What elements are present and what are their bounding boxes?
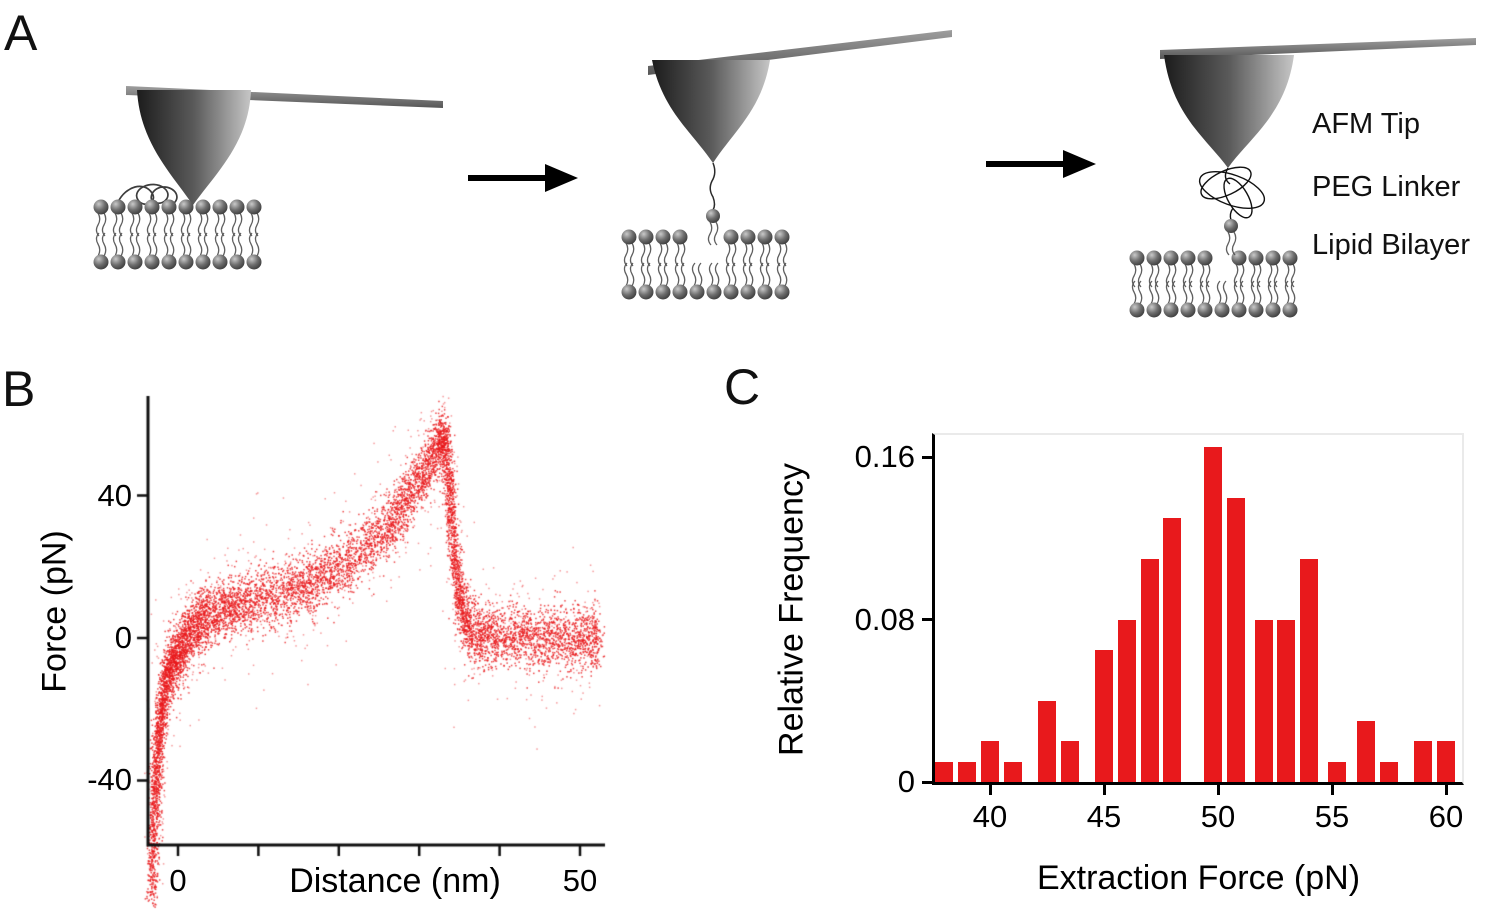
histogram-bar [1414,741,1433,782]
extracted-lipid-graphic [1224,219,1238,256]
extraction-force-xtick-label: 55 [1314,799,1350,834]
relative-frequency-ytick-label: 0.08 [854,601,915,637]
extraction-force-chart: Relative Frequency Extraction Force (pN)… [745,372,1489,913]
histogram-bar [1095,650,1113,782]
tether-graphic [709,162,716,211]
histogram-bar [1254,620,1273,782]
x-tick-mark [1330,785,1334,795]
histogram-bar [1380,762,1398,782]
x-tick-mark [988,785,992,795]
force-distance-plot [30,372,650,913]
distance-xtick-label: 0 [169,863,187,898]
afm-tip-cone [652,60,770,163]
extraction-force-xtick-label: 40 [972,799,1008,834]
peg-tangle-graphic [1198,166,1266,221]
force-ytick-label: -40 [87,762,132,798]
histogram-bar [1003,762,1022,782]
lipid-bilayer-graphic [93,199,262,270]
x-tick-mark [1216,785,1220,795]
afm-schematic-contact [117,86,443,205]
afm-schematic-pulling [648,30,952,211]
lipid-bilayer-graphic [621,229,790,300]
peg-linker-label: PEG Linker [1312,171,1461,203]
y-tick-mark [922,618,932,622]
panel-a-schematic: AFM Tip PEG Linker Lipid Bilayer [93,30,1476,318]
histogram-bar [958,762,977,782]
histogram-bar [1117,620,1136,782]
x-tick-mark [1102,785,1106,795]
extracted-lipid-graphic [706,209,720,246]
histogram-bar [1204,447,1223,782]
afm-schematic-extracted [1160,38,1476,221]
histogram-bar [1227,498,1246,782]
panel-b-letter: B [2,361,36,417]
y-tick-mark [922,455,932,459]
extraction-force-xtick-label: 60 [1428,799,1464,834]
afm-tip-label: AFM Tip [1312,108,1420,140]
relative-frequency-ytick-label: 0 [897,764,915,799]
x-tick-mark [1444,785,1448,795]
histogram-bar [1163,518,1182,782]
afm-tip-cone [1164,55,1294,168]
histogram-bar [935,762,954,782]
distance-axis-label: Distance (nm) [289,862,501,900]
arrow-right-icon [468,164,578,192]
lipid-bilayer-label: Lipid Bilayer [1312,229,1470,261]
histogram-bar [1060,741,1079,782]
arrow-right-icon [986,150,1096,178]
histogram-bar [1437,741,1455,782]
panel-a-letter: A [4,5,38,61]
distance-xtick-label: 50 [562,863,598,898]
histogram-bar [1357,721,1376,782]
force-distance-chart: Force (pN) Distance (nm) 40 0 -40 0 50 [30,372,650,913]
extraction-force-xtick-label: 45 [1086,799,1122,834]
histogram-bar [1327,762,1346,782]
histogram-bar [1277,620,1296,782]
y-tick-mark [922,780,932,784]
cantilever-beam [1160,38,1476,59]
lipid-bilayer-graphic [1129,250,1298,318]
histogram-bar [1038,701,1056,782]
relative-frequency-ytick-label: 0.16 [854,439,915,475]
panel-c-letter: C [724,359,761,415]
histogram-bar [981,741,999,782]
histogram-bar [1140,559,1159,782]
histogram-bar [1300,559,1319,782]
force-ytick-label: 0 [114,620,132,655]
adsorbed-polymer-graphic [117,183,178,205]
force-ytick-label: 40 [97,477,132,513]
extraction-force-axis-label: Extraction Force (pN) [1036,859,1361,897]
extraction-force-xtick-label: 50 [1200,799,1236,834]
histogram-plot-area [932,433,1464,785]
afm-tip-cone [137,90,251,205]
